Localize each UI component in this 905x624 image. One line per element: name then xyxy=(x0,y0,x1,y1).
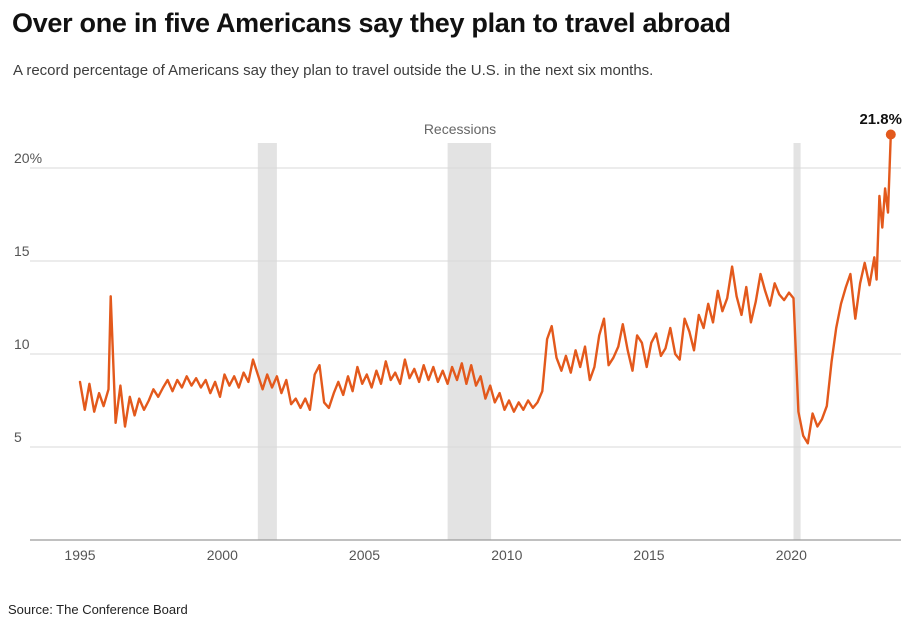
x-axis-tick-label: 2005 xyxy=(349,547,380,563)
recession-band xyxy=(793,143,801,540)
end-point-dot xyxy=(885,129,896,140)
recessions-label: Recessions xyxy=(423,121,497,137)
x-axis-tick-label: 1995 xyxy=(64,547,95,563)
y-axis-tick-label: 20% xyxy=(14,150,42,166)
chart-subtitle: A record percentage of Americans say the… xyxy=(13,62,654,79)
data-line xyxy=(78,133,892,445)
recession-band xyxy=(257,143,277,540)
x-axis-tick-label: 2000 xyxy=(207,547,238,563)
x-axis-tick-label: 2020 xyxy=(776,547,807,563)
y-axis-tick-label: 15 xyxy=(14,243,30,259)
chart-title: Over one in five Americans say they plan… xyxy=(12,8,731,38)
x-axis-tick-label: 2015 xyxy=(633,547,664,563)
chart-area: 5 10 15 20% 1995 2000 2005 2010 2015 2020 xyxy=(0,110,905,570)
y-axis-tick-label: 5 xyxy=(14,429,22,445)
y-axis-tick-label: 10 xyxy=(14,336,30,352)
peak-value-annotation: 21.8% xyxy=(859,111,902,128)
source-note: Source: The Conference Board xyxy=(8,602,188,617)
x-axis-tick-label: 2010 xyxy=(491,547,522,563)
recession-band xyxy=(447,143,492,540)
line-chart: 5 10 15 20% 1995 2000 2005 2010 2015 2020 xyxy=(14,129,901,563)
